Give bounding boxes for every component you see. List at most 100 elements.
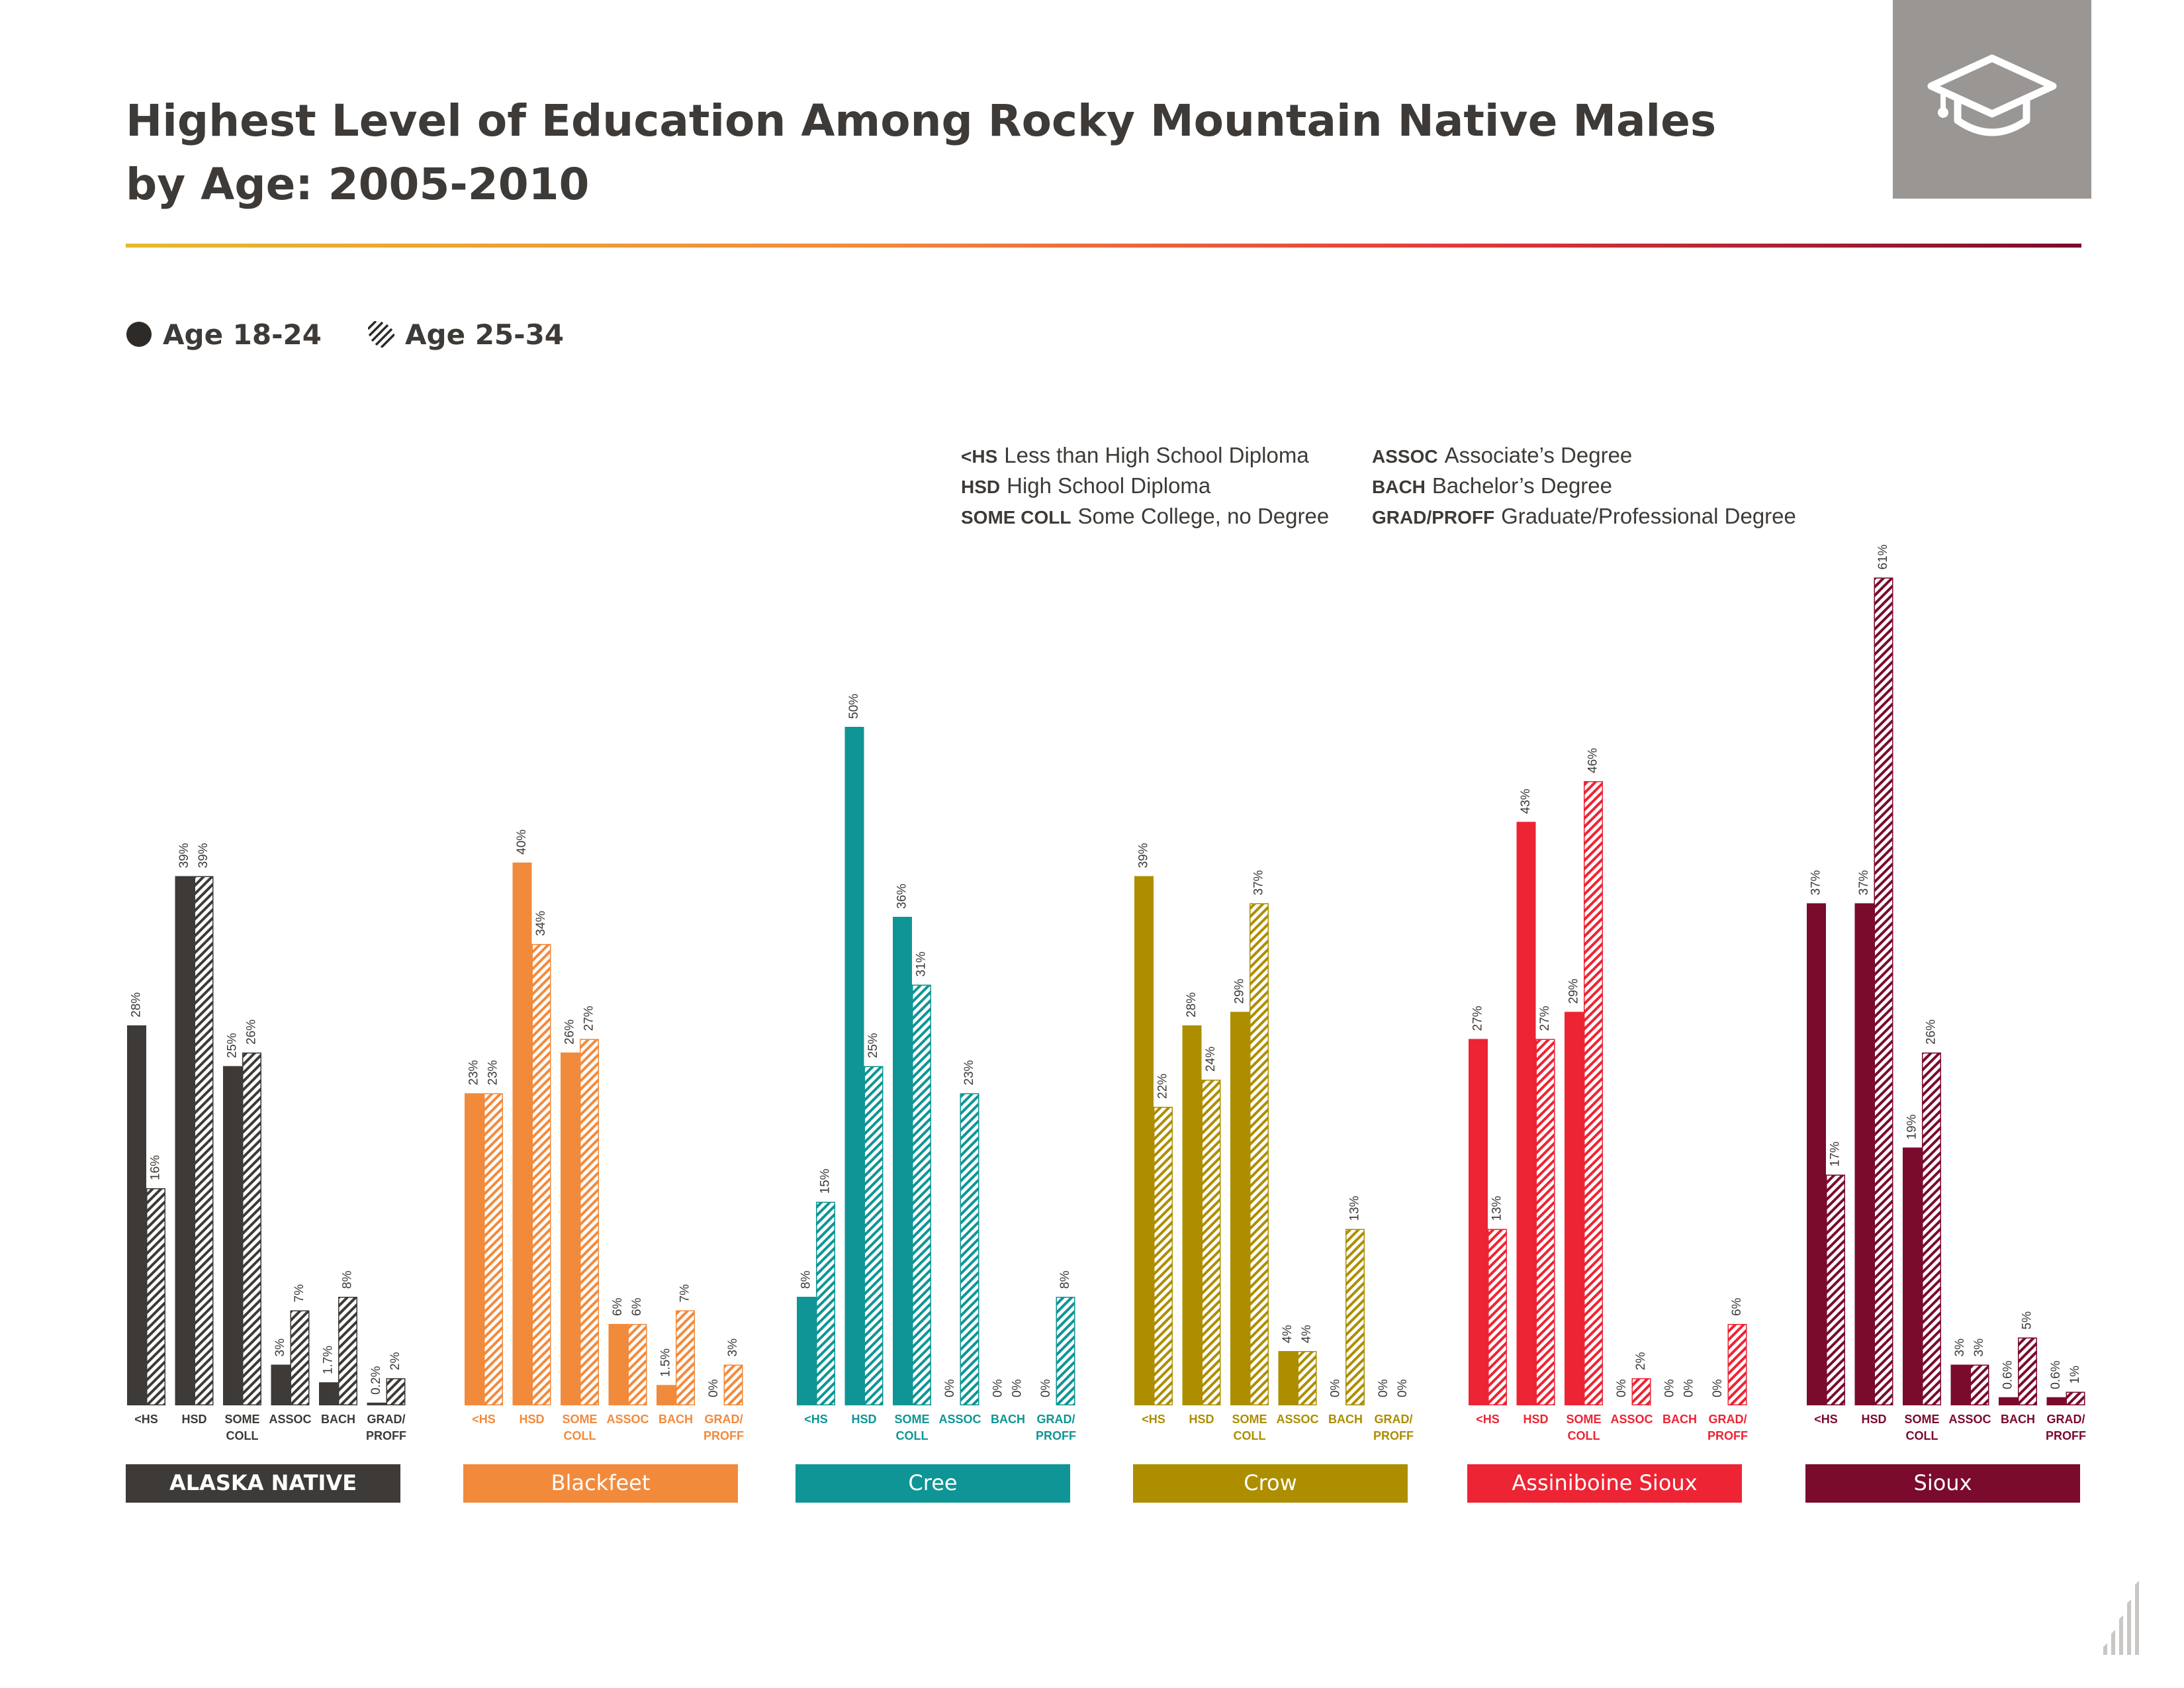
bar-age-18-24 [1182, 1025, 1202, 1405]
group-label-box [1133, 1464, 1408, 1503]
abbreviation-code: GRAD/PROFF [1372, 507, 1495, 528]
bar-value-label: 29% [1233, 978, 1247, 1004]
category-tick-label: COLL [226, 1429, 259, 1442]
bar-value-label: 0% [1039, 1379, 1053, 1397]
bar-age-25-34 [960, 1093, 979, 1405]
category-tick-label: COLL [1234, 1429, 1266, 1442]
bar-age-25-34 [1631, 1378, 1651, 1405]
bar-age-18-24 [2046, 1397, 2066, 1405]
bar-age-25-34 [484, 1093, 503, 1405]
bar-value-label: 5% [2021, 1311, 2034, 1330]
bar-value-label: 40% [515, 829, 529, 855]
category-tick-label: COLL [896, 1429, 929, 1442]
category-tick-label: GRAD/ [1709, 1413, 1747, 1426]
bar-value-label: 28% [130, 992, 144, 1017]
bar-age-25-34 [242, 1053, 261, 1405]
bar-value-label: 0% [991, 1379, 1005, 1397]
bar-age-18-24 [512, 863, 532, 1405]
bar-value-label: 0% [1377, 1379, 1390, 1397]
hatched-swatch-icon [368, 321, 395, 348]
abbreviation-meaning: Graduate/Professional Degree [1501, 504, 1796, 528]
bar-value-label: 37% [1252, 870, 1266, 895]
bar-value-label: 27% [1538, 1006, 1552, 1031]
bar-age-18-24 [797, 1297, 816, 1405]
bar-value-label: 27% [1471, 1006, 1485, 1031]
bar-age-18-24 [1903, 1147, 1922, 1405]
category-tick-label: HSD [1523, 1413, 1548, 1426]
category-tick-label: SOME [1904, 1413, 1939, 1426]
bar-age-18-24 [1230, 1011, 1250, 1405]
group-label: Blackfeet [551, 1470, 651, 1495]
category-tick-label: BACH [321, 1413, 355, 1426]
bar-value-label: 3% [726, 1338, 740, 1357]
category-tick-label: SOME [894, 1413, 929, 1426]
bar-value-label: 1.5% [659, 1348, 673, 1377]
category-tick-label: PROFF [1036, 1429, 1076, 1442]
abbreviation-code: SOME COLL [961, 507, 1071, 528]
bar-age-25-34 [386, 1378, 406, 1405]
group-crow: 39% 22% <HS 28% 24% HSD 29% 37% SOME COLL 4% 4% ASSO… [1133, 843, 1414, 1503]
bar-chart-logo-icon [2103, 1581, 2139, 1655]
category-tick-label: HSD [851, 1413, 876, 1426]
abbreviation-assoc: ASSOC Associate’s Degree [1372, 440, 1632, 472]
bar-age-18-24 [1516, 821, 1536, 1405]
bar-value-label: 22% [1156, 1074, 1170, 1099]
category-tick-label: BACH [991, 1413, 1025, 1426]
solid-circle-icon [126, 322, 152, 347]
bar-age-18-24 [1950, 1364, 1970, 1405]
bar-age-25-34 [816, 1201, 835, 1405]
category-tick-label: <HS [1476, 1413, 1500, 1426]
bar-value-label: 15% [819, 1168, 833, 1194]
bar-value-label: 13% [1490, 1196, 1504, 1221]
bar-value-label: 4% [1281, 1325, 1295, 1343]
category-tick-label: BACH [2001, 1413, 2035, 1426]
bar-age-25-34 [1154, 1107, 1173, 1405]
abbreviation-meaning: Bachelor’s Degree [1432, 473, 1612, 498]
category-tick-label: SOME [224, 1413, 259, 1426]
category-tick-label: COLL [564, 1429, 596, 1442]
bar-value-label: 1.7% [322, 1346, 336, 1374]
bar-value-label: 0% [707, 1379, 721, 1397]
group-label-box [796, 1464, 1070, 1503]
bar-age-18-24 [608, 1324, 628, 1405]
bar-value-label: 0.6% [2001, 1360, 2015, 1389]
bar-value-label: 31% [915, 951, 929, 976]
group-cree: 8% 15% <HS 50% 25% HSD 36% 31% SOME COLL 0% 23% ASSO… [796, 694, 1076, 1503]
category-tick-label: SOME [1232, 1413, 1267, 1426]
abbreviation-hsd: HSD High School Diploma [961, 471, 1210, 502]
legend-label-age-18-24: Age 18-24 [163, 318, 322, 351]
category-tick-label: COLL [1568, 1429, 1600, 1442]
bar-age-18-24 [175, 876, 195, 1405]
bar-age-25-34 [531, 944, 551, 1405]
category-tick-label: HSD [181, 1413, 206, 1426]
abbreviation-code: <HS [961, 446, 998, 467]
category-tick-label: ASSOC [1948, 1413, 1991, 1426]
bar-value-label: 37% [1809, 870, 1823, 895]
category-tick-label: HSD [1861, 1413, 1886, 1426]
bar-age-25-34 [1056, 1297, 1075, 1405]
bar-value-label: 25% [866, 1033, 880, 1058]
category-tick-label: BACH [659, 1413, 693, 1426]
bar-value-label: 0% [1615, 1379, 1629, 1397]
bar-age-18-24 [127, 1025, 146, 1405]
bar-age-18-24 [367, 1402, 387, 1405]
bar-age-25-34 [1535, 1039, 1555, 1405]
category-tick-label: PROFF [1707, 1429, 1748, 1442]
category-tick-label: BACH [1328, 1413, 1363, 1426]
legend-item-age-18-24: Age 18-24 [126, 318, 322, 351]
category-tick-label: <HS [134, 1413, 158, 1426]
category-tick-label: GRAD/ [1375, 1413, 1413, 1426]
group-label-box [1805, 1464, 2080, 1503]
bar-age-18-24 [1278, 1351, 1298, 1405]
group-sioux: 37% 17% <HS 37% 61% HSD 19% 26% SOME COLL 3% 3% ASSO… [1805, 544, 2086, 1503]
bar-value-label: 27% [582, 1006, 596, 1031]
category-tick-label: GRAD/ [705, 1413, 743, 1426]
bar-value-label: 39% [1137, 843, 1151, 868]
category-tick-label: PROFF [366, 1429, 406, 1442]
bar-age-25-34 [912, 984, 931, 1405]
bar-value-label: 3% [1972, 1338, 1986, 1357]
bar-value-label: 39% [197, 843, 210, 868]
header-icon-box [1893, 0, 2091, 199]
abbreviation-code: HSD [961, 477, 1001, 497]
